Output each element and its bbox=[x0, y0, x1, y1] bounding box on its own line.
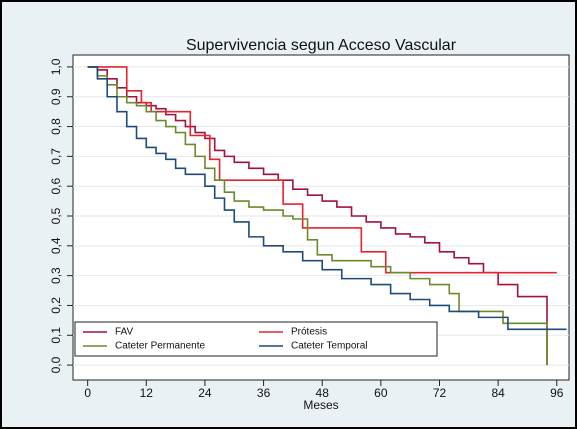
x-tick-label: 60 bbox=[374, 386, 388, 400]
legend-box bbox=[74, 321, 438, 357]
y-tick-label: 0,7 bbox=[49, 148, 63, 165]
legend-label: FAV bbox=[115, 327, 133, 338]
chart-title: Supervivencia segun Acceso Vascular bbox=[186, 37, 457, 54]
legend-label: Prótesis bbox=[291, 327, 327, 338]
x-tick-label: 84 bbox=[491, 386, 505, 400]
y-tick-label: 0,1 bbox=[49, 327, 63, 344]
survival-line bbox=[87, 66, 548, 366]
legend-label: Cateter Temporal bbox=[291, 341, 368, 352]
y-tick-label: 0,0 bbox=[49, 356, 63, 373]
x-tick-label: 12 bbox=[140, 386, 154, 400]
y-tick-label: 0,5 bbox=[49, 207, 63, 224]
y-tick-label: 0,9 bbox=[49, 88, 63, 105]
x-axis-label: Meses bbox=[303, 398, 338, 412]
y-tick-label: 0,2 bbox=[49, 297, 63, 314]
survival-line bbox=[87, 66, 567, 331]
y-tick-label: 1,0 bbox=[49, 58, 63, 75]
y-tick-label: 0,3 bbox=[49, 267, 63, 284]
x-tick-label: 36 bbox=[257, 386, 271, 400]
survival-line bbox=[87, 66, 557, 274]
x-tick-label: 48 bbox=[316, 386, 330, 400]
x-tick-label: 72 bbox=[433, 386, 447, 400]
y-tick-label: 0,6 bbox=[49, 178, 63, 195]
x-tick-label: 96 bbox=[550, 386, 564, 400]
y-tick-label: 0,8 bbox=[49, 118, 63, 135]
x-tick-label: 0 bbox=[84, 386, 91, 400]
legend-label: Cateter Permanente bbox=[115, 341, 205, 352]
y-tick-label: 0,4 bbox=[49, 237, 63, 254]
survival-line bbox=[87, 66, 548, 366]
x-tick-label: 24 bbox=[198, 386, 212, 400]
